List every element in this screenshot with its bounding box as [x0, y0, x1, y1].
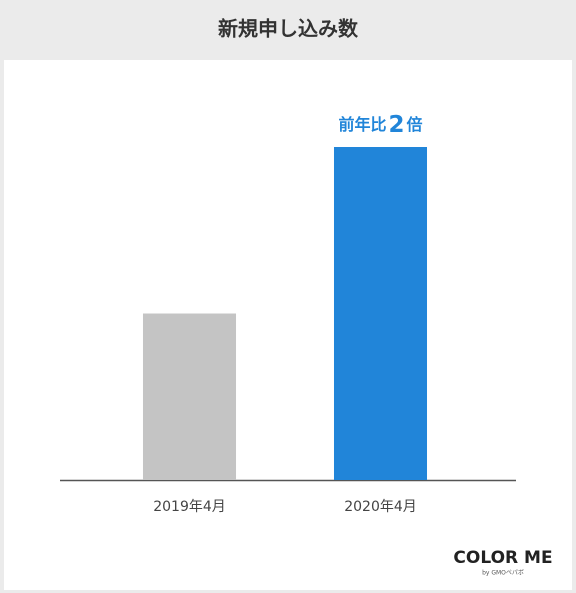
x-tick-label: 2020年4月 [344, 499, 417, 515]
brand-sub: by GMOペパボ [482, 569, 524, 577]
annotation-part: 倍 [407, 115, 423, 134]
annotation-part: 前年比 [338, 115, 386, 134]
bar [142, 313, 237, 480]
annotation-part: 2 [388, 112, 404, 138]
annotation: 前年比2 倍 [338, 112, 422, 138]
bar [333, 147, 428, 480]
brand-logo: COLOR ME [453, 548, 552, 568]
x-tick-label: 2019年4月 [153, 499, 226, 515]
chart-title: 新規申し込み数 [218, 17, 359, 41]
card [4, 60, 572, 590]
